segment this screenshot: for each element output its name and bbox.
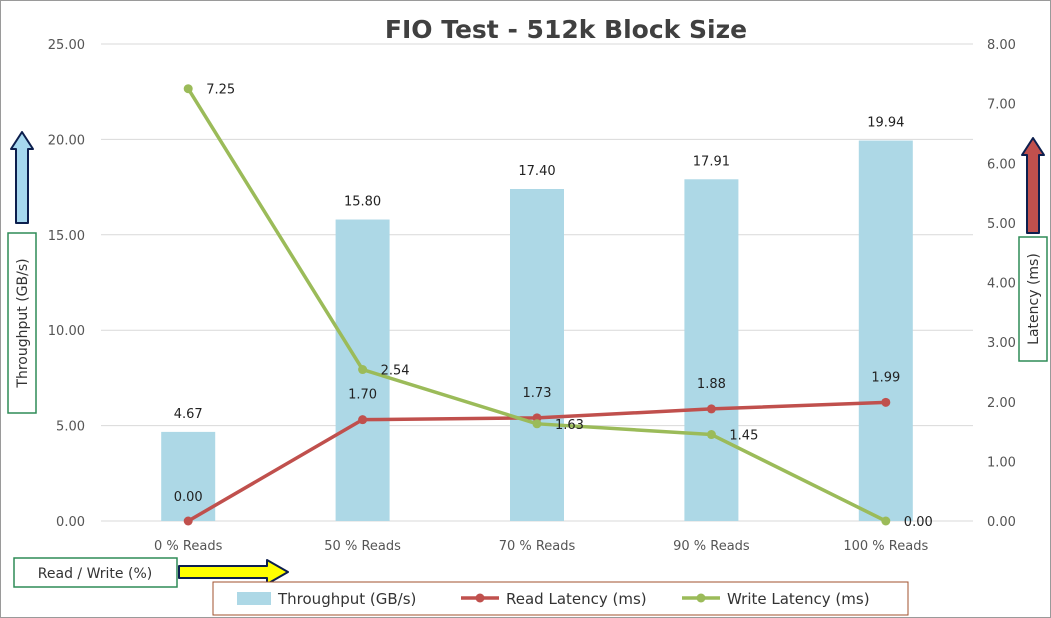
write-latency-data-label: 0.00 [904, 515, 933, 530]
legend-marker-read-latency [475, 593, 485, 603]
x-tick-label: 70 % Reads [499, 539, 576, 554]
x-tick-label: 90 % Reads [673, 539, 750, 554]
data-point [358, 415, 368, 425]
data-point [532, 419, 542, 429]
y-axis-title-border [7, 232, 37, 414]
bar-data-label: 4.67 [174, 407, 203, 422]
data-point [706, 404, 716, 414]
read-latency-data-label: 1.99 [871, 370, 900, 385]
y2-tick-label: 2.00 [987, 396, 1016, 411]
bar [858, 140, 913, 521]
bar [684, 179, 739, 521]
y2-tick-label: 7.00 [987, 98, 1016, 113]
y2-tick-label: 4.00 [987, 277, 1016, 292]
x-axis-title: Read / Write (%) [38, 566, 152, 582]
bar [510, 189, 564, 521]
y-tick-label: 25.00 [48, 38, 85, 53]
data-point [183, 516, 193, 526]
legend-box [212, 581, 909, 616]
x-tick-label: 0 % Reads [154, 539, 223, 554]
read-latency-data-label: 1.88 [697, 377, 726, 392]
y2-tick-label: 1.00 [987, 455, 1016, 470]
y2-tick-label: 6.00 [987, 157, 1016, 172]
y-tick-label: 0.00 [56, 515, 85, 530]
write-latency-data-label: 7.25 [206, 83, 235, 98]
read-latency-data-label: 1.70 [348, 388, 377, 403]
y-tick-label: 10.00 [48, 324, 85, 339]
arrow-up-icon [1021, 137, 1045, 234]
legend-label-write-latency: Write Latency (ms) [727, 590, 870, 608]
legend-label-throughput: Throughput (GB/s) [277, 590, 416, 608]
y-tick-label: 15.00 [48, 229, 85, 244]
write-latency-data-label: 1.63 [555, 418, 584, 433]
legend-swatch-throughput [237, 592, 271, 605]
y-tick-label: 5.00 [56, 420, 85, 435]
data-point [881, 516, 891, 526]
bar-data-label: 19.94 [867, 116, 904, 131]
chart-title: FIO Test - 512k Block Size [385, 15, 747, 44]
y2-tick-label: 3.00 [987, 336, 1016, 351]
bar-data-label: 15.80 [344, 195, 381, 210]
y2-axis-title: Latency (ms) [1026, 253, 1042, 345]
bar-data-label: 17.40 [518, 164, 555, 179]
write-latency-data-label: 2.54 [381, 364, 410, 379]
x-tick-label: 50 % Reads [324, 539, 401, 554]
y-tick-label: 20.00 [48, 133, 85, 148]
arrow-right-icon [178, 559, 289, 585]
y2-axis-title-box: Latency (ms) [1018, 236, 1048, 362]
x-axis-title-box [13, 557, 178, 588]
arrow-up-icon [10, 131, 34, 224]
data-point [881, 397, 891, 407]
data-point [706, 430, 716, 440]
y2-tick-label: 5.00 [987, 217, 1016, 232]
bar-data-label: 17.91 [693, 154, 730, 169]
bar [161, 431, 216, 521]
data-point [183, 84, 193, 94]
data-point [358, 365, 368, 375]
read-latency-data-label: 1.73 [523, 386, 552, 401]
legend-marker-write-latency [696, 593, 706, 603]
write-latency-data-label: 1.45 [729, 429, 758, 444]
x-tick-label: 100 % Reads [843, 539, 928, 554]
y2-tick-label: 8.00 [987, 38, 1016, 53]
y2-tick-label: 0.00 [987, 515, 1016, 530]
legend-label-read-latency: Read Latency (ms) [506, 590, 647, 608]
y-axis-title-box: Throughput (GB/s) [7, 232, 37, 414]
y-axis-title: Throughput (GB/s) [15, 258, 31, 388]
y2-axis-title-border [1018, 236, 1048, 362]
read-latency-data-label: 0.00 [174, 490, 203, 505]
